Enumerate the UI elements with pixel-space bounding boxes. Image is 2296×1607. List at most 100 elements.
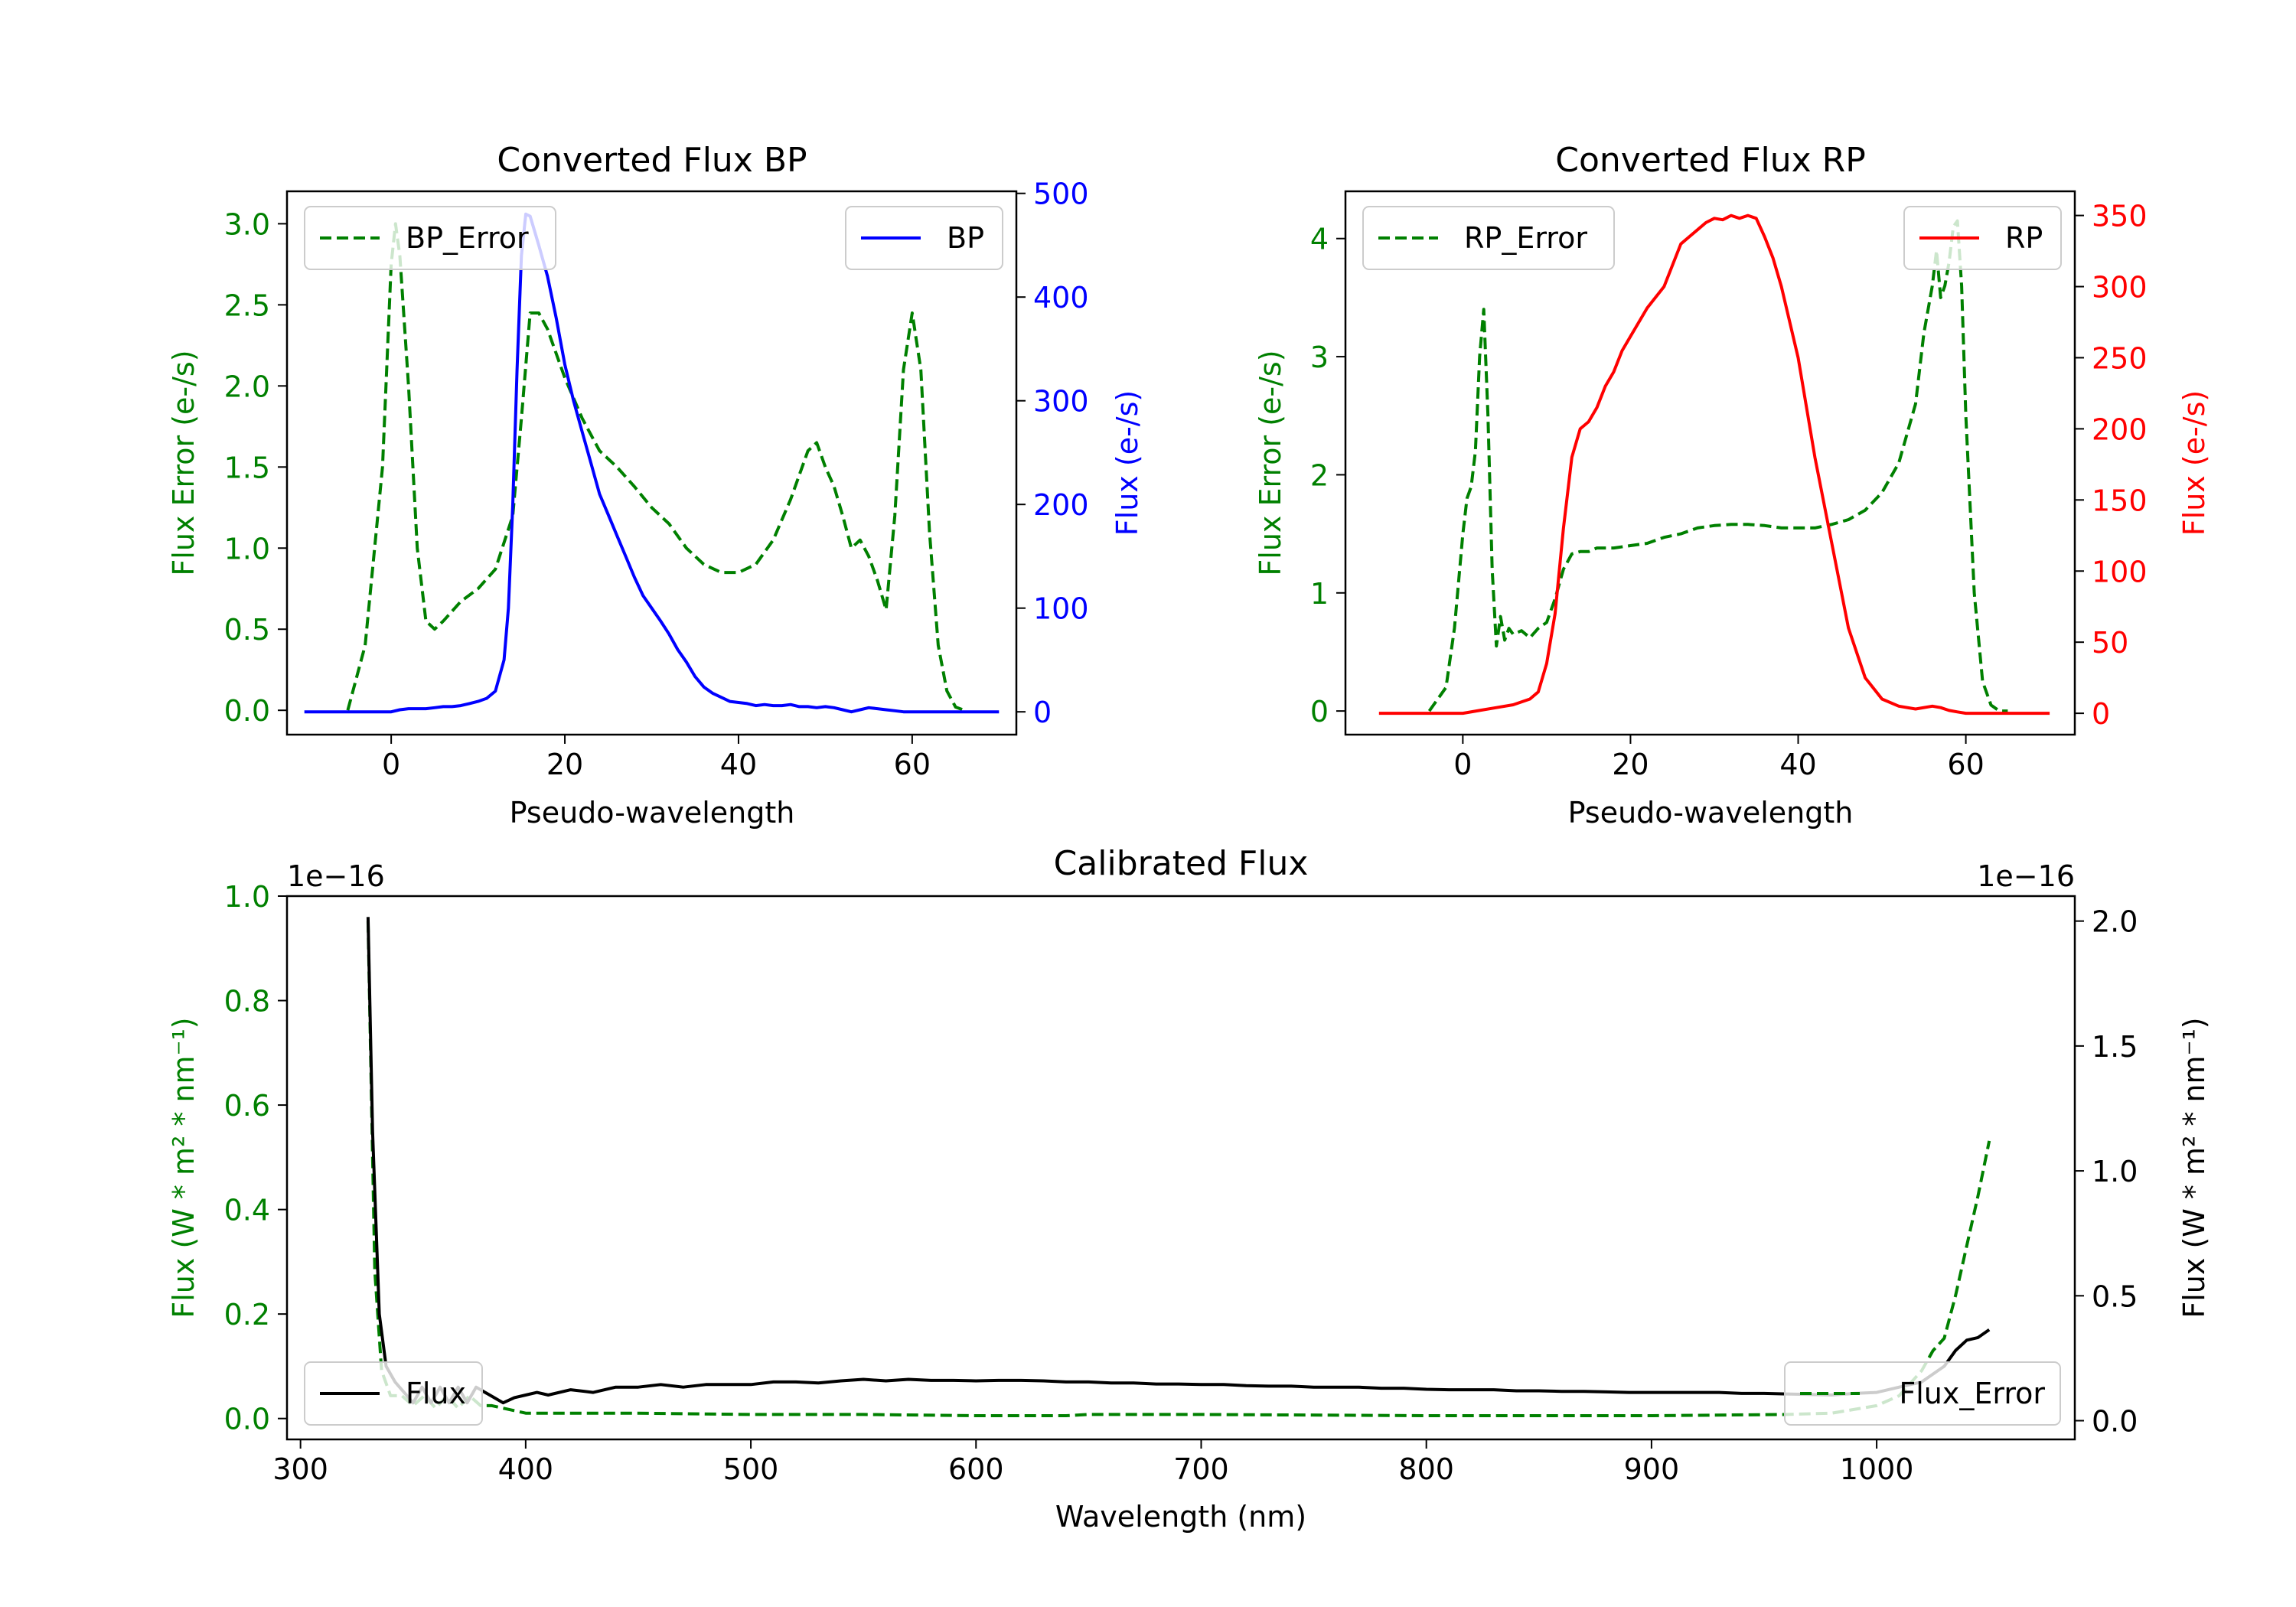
bp-xtick-label: 0 [382,748,400,781]
subplot-bp: Converted Flux BP 0 20 40 60 0.0 0.5 1.0 1.5 2.0… [167,141,1144,830]
rp-ytick-right-label: 300 [2092,271,2148,305]
rp-ytick-left-label: 1 [1310,577,1329,611]
bp-xlabel: Pseudo-wavelength [510,796,795,830]
bp-series-layer [304,212,1000,714]
cal-ytick-right-label: 0.0 [2092,1405,2138,1439]
rp-series-layer [1378,214,2050,715]
cal-xlabel: Wavelength (nm) [1055,1500,1306,1534]
rp-legend-flux-box [1903,206,2062,270]
bp-ytick-right-label: 0 [1033,696,1052,729]
bp-xtick-label: 60 [894,748,931,781]
subplot-rp: Converted Flux RP 0 20 40 60012340501001502… [1254,141,2211,830]
cal-ytick-right-label: 1.5 [2092,1030,2138,1064]
cal-ytick-left-label: 0.2 [224,1298,270,1332]
bp-ytick-right-label: 400 [1033,281,1089,315]
bp-ytick-left-label: 0.5 [224,613,270,647]
rp-xtick-label: 0 [1453,748,1472,781]
cal-xtick-label: 800 [1398,1452,1454,1486]
rp-ytick-left-label: 0 [1310,695,1329,729]
rp-legend-error-box [1362,206,1615,270]
bp-ytick-left-label: 2.5 [224,288,270,322]
rp-ylabel-right: Flux (e-/s) [2177,390,2211,536]
cal-ytick-left-label: 0.0 [224,1403,270,1436]
rp-legend-flux: RP [1903,206,2062,270]
bp-ytick-left-label: 1.5 [224,451,270,484]
cal-xtick-label: 300 [272,1452,328,1486]
bp-ylabel-right: Flux (e-/s) [1110,390,1144,536]
cal-ytick-right-label: 0.5 [2092,1279,2138,1313]
bp-legend-flux: BP [845,206,1003,270]
cal-series-flux-line [366,917,1991,1405]
rp-legend-flux-label: RP [2005,221,2043,255]
bp-legend-error-label: BP_Error [406,221,529,255]
rp-ytick-right-label: 250 [2092,341,2148,375]
cal-xtick-label: 500 [723,1452,779,1486]
rp-xlabel: Pseudo-wavelength [1568,796,1854,830]
rp-ytick-left-label: 4 [1310,223,1329,256]
rp-xtick-label: 20 [1612,748,1649,781]
bp-ylabel-left: Flux Error (e-/s) [167,350,201,575]
cal-ytick-right-label: 1.0 [2092,1155,2138,1188]
cal-ylabel-right: Flux (W * m² * nm⁻¹) [2177,1017,2211,1318]
cal-legend-flux: Flux [304,1361,483,1426]
rp-ytick-right-label: 350 [2092,200,2148,233]
bp-title: Converted Flux BP [497,141,807,180]
cal-ytick-left-label: 0.8 [224,985,270,1019]
bp-ytick-right-label: 500 [1033,178,1089,211]
cal-offset-left: 1e−16 [287,859,385,893]
cal-legend-error-label: Flux_Error [1899,1377,2045,1410]
rp-ytick-right-label: 100 [2092,555,2148,588]
rp-ytick-right-label: 0 [2092,697,2110,731]
cal-xtick-label: 600 [948,1452,1004,1486]
subplot-calibrated: Calibrated Flux 1e−16 1e−16 300 400 500 600… [167,844,2211,1534]
bp-ytick-left-label: 2.0 [224,370,270,403]
cal-legend-flux-label: Flux [406,1377,466,1410]
cal-ytick-left-label: 0.4 [224,1194,270,1227]
bp-legend-error: BP_Error [304,206,556,270]
cal-xtick-label: 1000 [1840,1452,1914,1486]
rp-legend-error: RP_Error [1362,206,1615,270]
cal-offset-right: 1e−16 [1977,859,2075,893]
rp-ytick-right-label: 200 [2092,412,2148,446]
rp-series-rp-error-line [1427,219,2008,713]
cal-ytick-left-label: 0.6 [224,1089,270,1123]
bp-series-bp-line [304,212,1000,714]
bp-ticks-layer: 0 20 40 60 0.0 0.5 1.0 1.5 2.0 2.5 3.0 0 100 200 300 40… [224,178,1089,781]
cal-plot-frame [285,895,2076,1441]
bp-legend-flux-label: BP [947,221,984,255]
cal-legend-error-box [1784,1361,2061,1426]
cal-ytick-left-label: 1.0 [224,880,270,914]
cal-legend-flux-box [304,1361,483,1426]
bp-legend-error-box [304,206,556,270]
bp-xtick-label: 40 [720,748,757,781]
rp-ytick-right-label: 150 [2092,484,2148,517]
bp-ytick-left-label: 0.0 [224,694,270,728]
bp-ytick-left-label: 1.0 [224,532,270,566]
bp-legend-flux-box [845,206,1003,270]
rp-ytick-left-label: 2 [1310,458,1329,492]
rp-ylabel-left: Flux Error (e-/s) [1254,350,1287,575]
bp-ytick-left-label: 3.0 [224,207,270,241]
rp-legend-error-label: RP_Error [1464,221,1587,255]
rp-xtick-label: 60 [1947,748,1984,781]
cal-ylabel-left: Flux (W * m² * nm⁻¹) [167,1017,201,1318]
rp-title: Converted Flux RP [1555,141,1866,180]
rp-plot-frame [1344,190,2076,736]
bp-ytick-right-label: 300 [1033,385,1089,419]
rp-series-rp-line [1378,214,2050,715]
cal-xtick-label: 400 [498,1452,554,1486]
bp-ytick-right-label: 100 [1033,592,1089,626]
bp-xtick-label: 20 [546,748,583,781]
cal-xtick-label: 700 [1173,1452,1229,1486]
bp-series-bp-error-line [346,222,965,712]
bp-plot-frame [285,190,1018,736]
rp-ytick-left-label: 3 [1310,341,1329,374]
rp-xtick-label: 40 [1779,748,1816,781]
cal-title: Calibrated Flux [1054,844,1309,883]
cal-ytick-right-label: 2.0 [2092,905,2138,939]
cal-xtick-label: 900 [1624,1452,1680,1486]
rp-ytick-right-label: 50 [2092,626,2128,660]
bp-ytick-right-label: 200 [1033,488,1089,522]
